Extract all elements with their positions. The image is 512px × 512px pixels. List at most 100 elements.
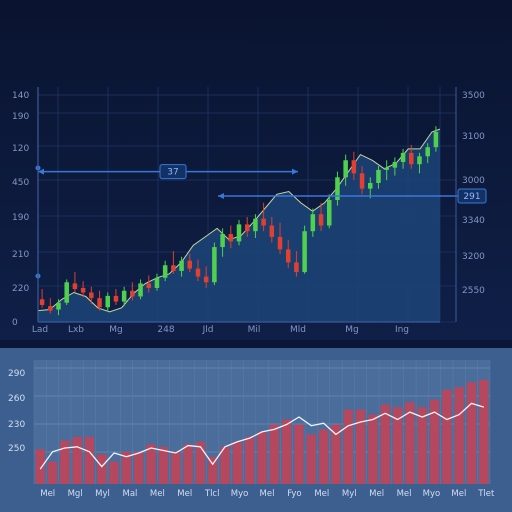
candle-body — [351, 160, 357, 174]
y-left-tick-label: 120 — [12, 144, 29, 154]
measure-badge — [159, 164, 187, 180]
candle-body — [326, 199, 332, 226]
bar — [146, 444, 156, 484]
bar — [269, 424, 280, 484]
candle-body — [80, 287, 86, 293]
candle-body — [409, 152, 414, 165]
x-tick-label: Mel — [369, 489, 384, 499]
candle-body — [244, 224, 250, 232]
x-tick-label: Mld — [290, 325, 306, 335]
candle-body — [203, 276, 209, 283]
price-badge — [457, 188, 487, 204]
y-left-tick-label: 0 — [12, 318, 18, 328]
bar — [158, 446, 169, 484]
x-tick-label: Mel — [397, 489, 412, 499]
y-left-tick-label: 140 — [12, 91, 29, 101]
price-badge-label: 291 — [463, 192, 480, 202]
x-tick-label: Tlcl — [204, 489, 220, 499]
candle-body — [433, 131, 439, 148]
bar — [392, 407, 403, 484]
bar — [368, 414, 378, 484]
bar — [466, 382, 477, 484]
x-tick-label: Myo — [231, 489, 249, 499]
bar — [232, 441, 243, 484]
candle-body — [384, 167, 389, 170]
candles — [39, 126, 439, 316]
y-tick-label: 250 — [8, 444, 25, 454]
y-right-tick-label: 3200 — [462, 252, 485, 262]
candle-body — [310, 214, 316, 232]
bar — [306, 434, 316, 484]
bar — [454, 387, 464, 484]
candle-body — [302, 231, 307, 273]
candle-body — [318, 214, 324, 226]
arrow-right — [292, 168, 298, 175]
y-left-tick-label: 450 — [12, 178, 29, 188]
bar — [281, 419, 292, 484]
x-tick-label: Mgl — [68, 489, 83, 499]
x-tick-label: 248 — [157, 325, 174, 335]
candle-body — [285, 249, 291, 263]
x-tick-label: Mal — [122, 489, 137, 499]
price-arrow — [218, 193, 224, 200]
bar — [355, 409, 366, 484]
bar — [195, 441, 206, 484]
bar — [318, 429, 329, 484]
bar — [208, 456, 218, 484]
bar — [380, 404, 390, 484]
x-tick-label: Mg — [345, 325, 358, 335]
candle-body — [187, 260, 193, 269]
candle-body — [359, 173, 365, 189]
y-left-tick-label: 220 — [12, 284, 29, 294]
candle-body — [121, 290, 127, 302]
candle-body — [228, 234, 234, 242]
bar — [244, 436, 255, 484]
candle-body — [72, 283, 78, 290]
candle-body — [39, 299, 45, 305]
y-tick-label: 230 — [8, 420, 25, 430]
measure-badge-label: 37 — [167, 168, 178, 178]
overlay-line — [39, 402, 484, 470]
candle-body — [113, 295, 119, 302]
x-tick-label: Mel — [314, 489, 329, 499]
bar — [72, 436, 82, 484]
candle-body — [400, 152, 406, 162]
bar — [294, 424, 304, 484]
y-right-tick-label: 3500 — [462, 91, 485, 101]
candle-body — [368, 182, 373, 189]
candle-body — [277, 236, 283, 250]
x-tick-label: Myo — [423, 489, 441, 499]
x-tick-label: Mel — [177, 489, 192, 499]
candle-body — [335, 177, 340, 200]
y-left-tick-label: 210 — [12, 250, 29, 260]
annotations: 37 291 — [35, 164, 487, 279]
x-tick-label: Ing — [395, 325, 409, 335]
bar — [479, 379, 489, 484]
candle-body — [236, 224, 242, 242]
bar — [60, 440, 70, 484]
bar — [84, 436, 95, 484]
y-left-tick-label: 190 — [12, 213, 29, 223]
axes: 140 190 120 450 190 210 220 0 3500 3100 3000 3340 32… — [12, 87, 485, 335]
candle-body — [392, 161, 398, 168]
candle-body — [97, 298, 102, 308]
bar — [97, 454, 107, 484]
x-tick-label: Tlet — [477, 489, 495, 499]
bar — [343, 409, 353, 484]
bar — [109, 461, 119, 484]
candle-body — [146, 283, 152, 288]
bar — [35, 449, 45, 484]
bar-chart: 290 260 230 250 Mel Mgl Myl Mal Mel Mel Tlcl Myo Mel… — [8, 360, 495, 499]
bar — [220, 446, 230, 484]
candle-body — [220, 234, 225, 248]
candle-body — [179, 260, 184, 271]
y-tick-label: 290 — [8, 369, 25, 379]
y-left-tick-label: 190 — [12, 112, 29, 122]
bar — [417, 407, 427, 484]
candle-body — [425, 147, 430, 157]
candle-body — [269, 225, 275, 237]
x-tick-label: Mel — [150, 489, 165, 499]
candle-body — [253, 218, 258, 232]
bar — [183, 444, 193, 484]
x-tick-label: Mil — [248, 325, 261, 335]
